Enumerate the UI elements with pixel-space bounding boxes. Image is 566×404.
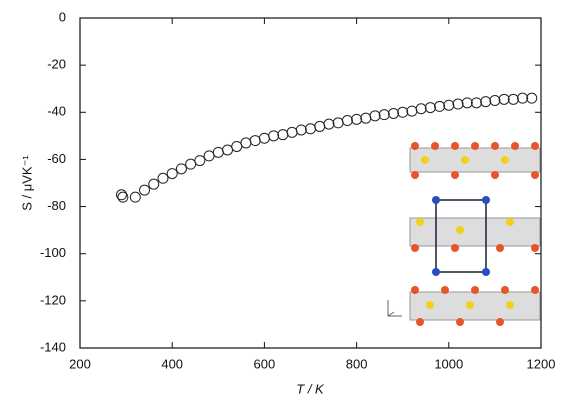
layer (410, 142, 540, 179)
structure-inset (388, 142, 540, 326)
data-point (259, 133, 269, 143)
data-point (398, 107, 408, 117)
data-point (471, 98, 481, 108)
data-point (333, 118, 343, 128)
data-point (296, 125, 306, 135)
data-point (176, 164, 186, 174)
data-point (306, 124, 316, 134)
data-point (352, 114, 362, 124)
data-point (167, 169, 177, 179)
data-point (379, 110, 389, 120)
data-point (361, 113, 371, 123)
data-point (453, 99, 463, 109)
layer (388, 286, 540, 326)
data-point (149, 179, 159, 189)
data-point (232, 141, 242, 151)
data-point (370, 111, 380, 121)
data-point (490, 96, 500, 106)
layer (410, 196, 540, 276)
data-point (269, 131, 279, 141)
data-point (223, 145, 233, 155)
y-tick-label: -80 (47, 198, 66, 213)
data-point (407, 106, 417, 116)
data-point (204, 151, 214, 161)
y-axis-label: S / μVK⁻¹ (19, 155, 34, 211)
data-point (158, 173, 168, 183)
data-point (213, 147, 223, 157)
y-tick-label: -120 (40, 292, 66, 307)
data-point (388, 108, 398, 118)
data-point (315, 121, 325, 131)
data-point (140, 185, 150, 195)
data-point (444, 100, 454, 110)
chart: T / K S / μVK⁻¹ 200 400 600 800 1000 1200 -140… (0, 0, 566, 399)
data-point (508, 94, 518, 104)
x-tick-label: 800 (346, 356, 368, 371)
x-tick-label: 1000 (434, 356, 463, 371)
data-point (462, 98, 472, 108)
data-point (130, 192, 140, 202)
y-tick-label: -60 (47, 151, 66, 166)
data-point (435, 101, 445, 111)
data-point (499, 94, 509, 104)
data-point (287, 127, 297, 137)
data-point (342, 116, 352, 126)
data-point (278, 130, 288, 140)
x-tick-label: 1200 (527, 356, 556, 371)
data-point (241, 138, 251, 148)
data-point (518, 93, 528, 103)
x-tick-label: 600 (254, 356, 276, 371)
y-tick-label: -20 (47, 57, 66, 72)
y-tick-label: 0 (59, 9, 66, 24)
data-point (324, 119, 334, 129)
data-point (481, 97, 491, 107)
y-tick-label: -100 (40, 245, 66, 260)
x-tick-label: 200 (69, 356, 91, 371)
x-axis-label: T / K (296, 381, 325, 396)
data-point (416, 104, 426, 114)
data-point (425, 103, 435, 113)
data-point (195, 156, 205, 166)
data-point (250, 136, 260, 146)
x-tick-label: 400 (161, 356, 183, 371)
data-point (186, 159, 196, 169)
data-point (527, 93, 537, 103)
y-tick-label: -140 (40, 339, 66, 354)
y-tick-label: -40 (47, 104, 66, 119)
